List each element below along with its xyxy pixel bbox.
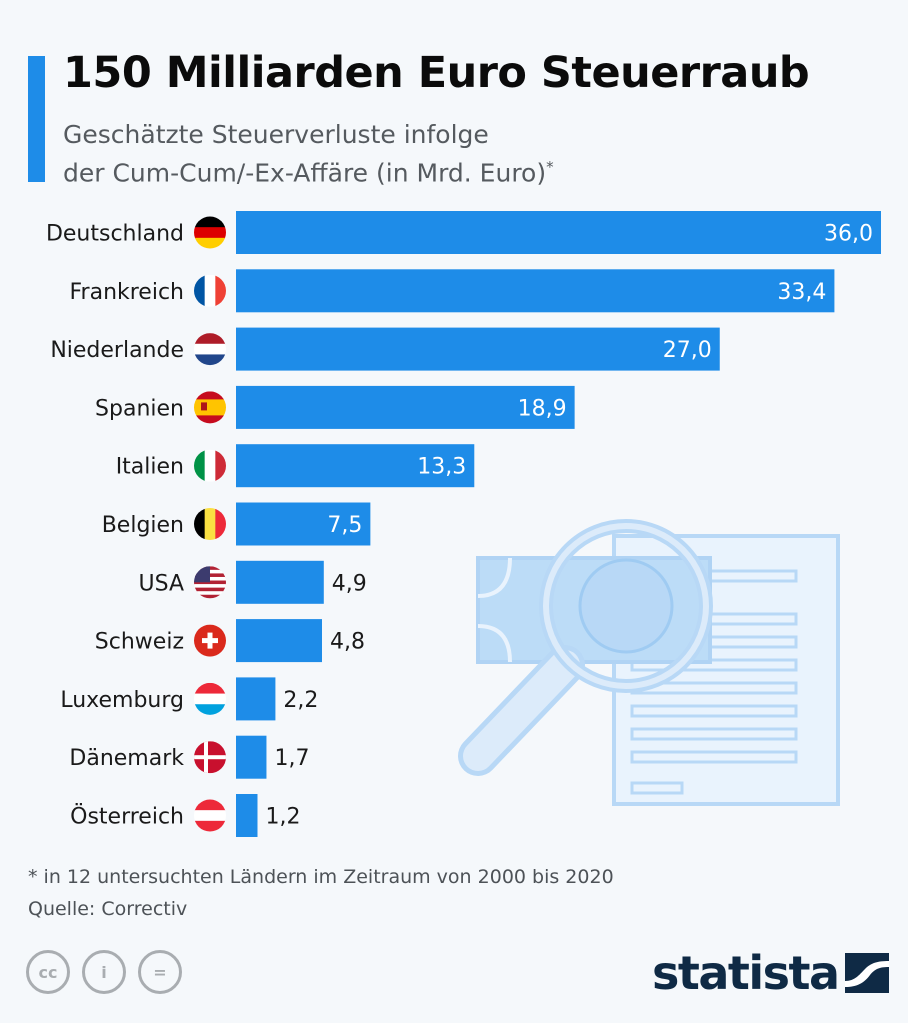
value-label: 4,9 xyxy=(332,571,367,596)
category-label: Spanien xyxy=(95,396,184,421)
spain-flag xyxy=(194,391,226,424)
belgium-flag xyxy=(194,508,226,540)
magnifier-document-illustration xyxy=(458,519,840,806)
category-label: Schweiz xyxy=(95,630,184,655)
bar xyxy=(236,269,835,313)
value-label: 27,0 xyxy=(663,338,712,363)
category-label: Italien xyxy=(116,455,184,480)
value-label: 7,5 xyxy=(327,513,362,538)
bar xyxy=(236,211,881,254)
category-label: Belgien xyxy=(102,513,184,538)
france-flag xyxy=(194,274,226,307)
bar xyxy=(236,619,322,663)
subtitle-line-1: Geschätzte Steuerverluste infolge xyxy=(63,120,489,149)
page-title: 150 Milliarden Euro Steuerraub xyxy=(63,48,810,98)
bar xyxy=(236,502,371,546)
austria-flag xyxy=(194,799,226,832)
nd-icon[interactable]: = xyxy=(138,950,182,994)
footnote: * in 12 untersuchten Ländern im Zeitraum… xyxy=(28,866,614,888)
magnifying-glass-icon xyxy=(458,519,713,776)
value-label: 1,2 xyxy=(266,805,301,830)
bar-row: Frankreich 33,4 xyxy=(69,269,835,313)
source: Quelle: Correctiv xyxy=(28,898,188,920)
bar xyxy=(236,385,575,429)
value-label: 36,0 xyxy=(824,222,873,247)
category-label: Frankreich xyxy=(69,280,184,305)
subtitle-footnote-mark: * xyxy=(546,158,554,176)
subtitle: Geschätzte Steuerverluste infolge der Cu… xyxy=(63,118,703,189)
bar-row: Italien 13,3 xyxy=(116,444,475,488)
denmark-flag xyxy=(194,741,226,774)
statista-logo[interactable]: statista xyxy=(652,946,889,1000)
bar-chart: Deutschland 36,0 Frankreich 33,4 Niederlande… xyxy=(46,211,881,837)
bar-row: Spanien 18,9 xyxy=(95,385,575,429)
bar xyxy=(236,735,267,779)
bar-row: Luxemburg 2,2 xyxy=(60,677,318,721)
category-label: Niederlande xyxy=(50,338,184,363)
category-label: Deutschland xyxy=(46,222,184,247)
bar xyxy=(236,560,324,604)
switzerland-flag xyxy=(194,624,226,657)
bar xyxy=(236,794,258,837)
license-icons: cc i = xyxy=(26,950,182,994)
bar-row: Deutschland 36,0 xyxy=(46,211,881,254)
bar-row: Belgien 7,5 xyxy=(102,502,371,546)
bar xyxy=(236,677,276,721)
usa-flag xyxy=(194,566,226,599)
bar-row: Österreich 1,2 xyxy=(70,794,301,837)
luxembourg-flag xyxy=(194,682,226,715)
value-label: 13,3 xyxy=(417,455,466,480)
bar-row: Dänemark 1,7 xyxy=(69,735,309,779)
italy-flag xyxy=(194,449,226,482)
category-label: Luxemburg xyxy=(60,688,184,713)
germany-flag xyxy=(194,216,226,249)
category-label: Dänemark xyxy=(69,746,184,771)
category-label: Österreich xyxy=(70,804,184,830)
statista-logo-icon xyxy=(844,953,889,993)
bar-row: Niederlande 27,0 xyxy=(50,327,720,371)
cc-icon[interactable]: cc xyxy=(26,950,70,994)
logo-text: statista xyxy=(652,946,840,1000)
bar xyxy=(236,444,475,488)
value-label: 18,9 xyxy=(518,396,567,421)
value-label: 1,7 xyxy=(274,746,309,771)
bar xyxy=(236,327,720,371)
value-label: 2,2 xyxy=(283,688,318,713)
subtitle-line-2: der Cum-Cum/-Ex-Affäre (in Mrd. Euro) xyxy=(63,158,547,188)
by-icon[interactable]: i xyxy=(82,950,126,994)
netherlands-flag xyxy=(194,333,226,366)
bar-row: USA 4,9 xyxy=(138,560,367,604)
category-label: USA xyxy=(138,571,184,596)
bar-row: Schweiz 4,8 xyxy=(95,619,365,663)
value-label: 33,4 xyxy=(777,280,826,305)
value-label: 4,8 xyxy=(330,630,365,655)
accent-bar xyxy=(28,56,45,182)
